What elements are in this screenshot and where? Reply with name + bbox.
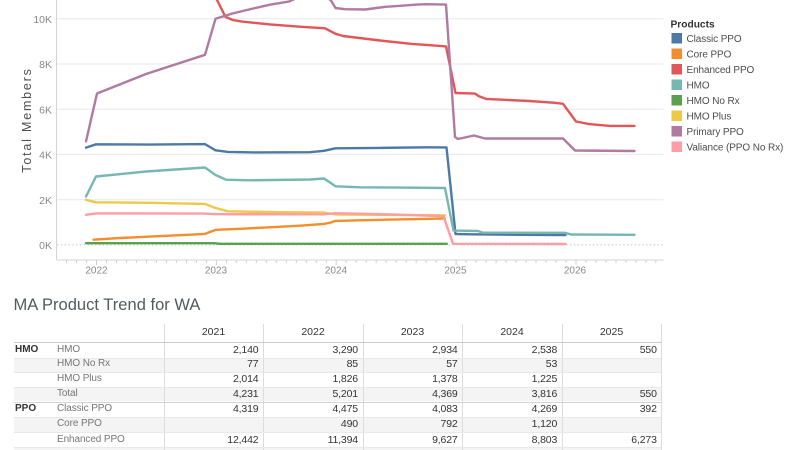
- svg-text:2022: 2022: [85, 266, 108, 277]
- svg-text:2024: 2024: [325, 266, 348, 277]
- svg-text:2025: 2025: [444, 266, 467, 277]
- svg-text:Total Members: Total Members: [20, 67, 34, 172]
- svg-text:Primary PPO: Primary PPO: [687, 127, 745, 138]
- svg-text:0K: 0K: [39, 240, 52, 252]
- svg-text:2026: 2026: [564, 266, 587, 277]
- svg-text:8K: 8K: [39, 59, 52, 71]
- svg-text:Core PPO: Core PPO: [687, 50, 732, 61]
- svg-text:HMO Plus: HMO Plus: [687, 112, 732, 123]
- svg-text:6K: 6K: [39, 104, 52, 116]
- svg-text:2023: 2023: [205, 266, 228, 277]
- svg-text:2K: 2K: [39, 195, 52, 207]
- svg-text:4K: 4K: [39, 150, 52, 162]
- svg-text:Enhanced PPO: Enhanced PPO: [687, 65, 755, 76]
- svg-text:HMO No Rx: HMO No Rx: [687, 96, 740, 107]
- svg-text:Classic PPO: Classic PPO: [687, 34, 742, 45]
- svg-text:HMO: HMO: [687, 81, 710, 92]
- svg-text:10K: 10K: [33, 14, 52, 26]
- svg-text:Products: Products: [671, 20, 715, 31]
- svg-text:Valiance (PPO No Rx): Valiance (PPO No Rx): [687, 143, 784, 154]
